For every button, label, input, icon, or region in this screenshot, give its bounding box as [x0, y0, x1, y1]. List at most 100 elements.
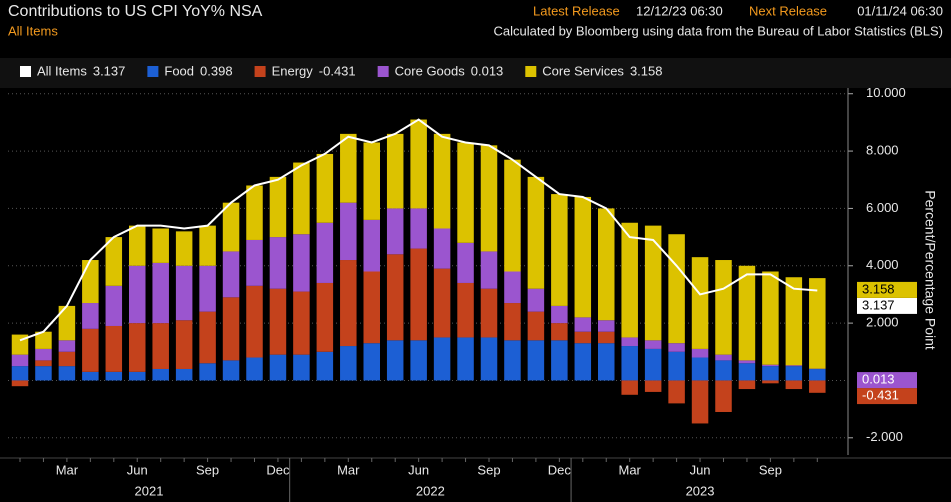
y-axis-label: Percent/Percentage Point [922, 190, 938, 350]
bar-segment [105, 371, 123, 381]
bar-segment [691, 380, 709, 424]
bar-segment [691, 257, 709, 349]
release-label: Next Release [749, 3, 827, 18]
legend-swatch [254, 66, 266, 77]
bar-segment [668, 234, 685, 344]
x-tick-label: Mar [56, 462, 79, 477]
bar-segment [715, 354, 732, 361]
bar-segment [785, 380, 803, 390]
bar-segment [340, 133, 357, 203]
bar-segment [222, 202, 240, 252]
bar-segment [433, 228, 451, 269]
release-date: 12/12/23 06:30 [636, 3, 723, 18]
bar-segment [785, 365, 803, 367]
bar-segment [762, 271, 779, 365]
bar-segment [457, 142, 474, 243]
bar-segment [175, 265, 193, 321]
bar-segment [598, 320, 615, 332]
bar-segment [762, 364, 779, 367]
bar-segment [199, 225, 216, 266]
bar-segment [809, 278, 826, 369]
bar-segment [644, 380, 662, 392]
bar-segment [58, 366, 76, 381]
x-tick-label: Jun [690, 462, 711, 477]
x-tick-label: Dec [548, 462, 572, 477]
bar-segment [152, 323, 169, 369]
bar-segment [129, 371, 146, 381]
bar-segment [386, 133, 404, 209]
bar-segment [316, 351, 334, 381]
bar-segment [82, 328, 99, 372]
bar-segment [480, 288, 498, 338]
y-tick-label: 2.000 [866, 315, 899, 330]
x-tick-label: Mar [337, 462, 360, 477]
bar-segment [410, 248, 427, 341]
x-tick-label: Mar [619, 462, 642, 477]
year-label: 2022 [416, 483, 445, 498]
bar-segment [621, 346, 638, 381]
bar-segment [762, 366, 779, 381]
bar-segment [199, 363, 216, 381]
bar-segment [480, 145, 498, 252]
bar-segment [386, 340, 404, 381]
bar-segment [551, 194, 568, 306]
bar-segment [433, 133, 451, 229]
release-label: Latest Release [533, 3, 620, 18]
value-tag-label: 3.158 [862, 281, 895, 296]
year-label: 2023 [686, 483, 715, 498]
bar-segment [82, 303, 99, 329]
bar-segment [762, 380, 779, 384]
bar-segment [551, 323, 568, 341]
bar-segment [598, 331, 615, 344]
bar-segment [598, 208, 615, 321]
value-tag-label: 3.137 [862, 297, 895, 312]
bar-segment [668, 343, 685, 352]
bar-segment [809, 369, 826, 381]
bar-segment [410, 119, 427, 209]
y-tick-label: -2.000 [866, 429, 903, 444]
bar-segment [340, 260, 357, 347]
bar-segment [527, 311, 545, 341]
bar-segment [293, 162, 310, 235]
bar-segment [738, 380, 756, 390]
bar-segment [293, 234, 310, 292]
bar-segment [58, 351, 76, 367]
bar-segment [293, 354, 310, 381]
bar-segment [363, 219, 380, 272]
bar-segment [246, 185, 263, 240]
legend-swatch [377, 66, 389, 77]
legend-value: 0.398 [200, 63, 233, 78]
bar-segment [433, 337, 451, 381]
bar-segment [574, 317, 592, 332]
bar-segment [152, 228, 169, 263]
bar-segment [175, 368, 193, 381]
bar-segment [715, 360, 732, 381]
bar-segment [598, 343, 615, 381]
bar-segment [504, 159, 521, 272]
bar-segment [246, 239, 263, 286]
bar-segment [11, 380, 29, 387]
bar-segment [527, 176, 545, 289]
bar-segment [269, 176, 287, 238]
legend-label: All Items [37, 63, 87, 78]
bar-segment [410, 208, 427, 249]
x-tick-label: Sep [196, 462, 219, 477]
bar-segment [35, 366, 52, 381]
bar-segment [691, 348, 709, 358]
bar-segment [644, 348, 662, 381]
bar-segment [386, 208, 404, 255]
bar-segment [504, 271, 521, 304]
bar-segment [175, 320, 193, 369]
value-tag [857, 388, 917, 405]
bar-segment [11, 366, 29, 381]
legend-value: 3.137 [93, 63, 126, 78]
bar-segment [410, 340, 427, 381]
line-series [19, 118, 818, 342]
bar-segment [715, 260, 732, 355]
bar-segment [199, 265, 216, 312]
bar-segment [58, 340, 76, 352]
legend-swatch [525, 66, 537, 77]
bar-segment [269, 288, 287, 355]
